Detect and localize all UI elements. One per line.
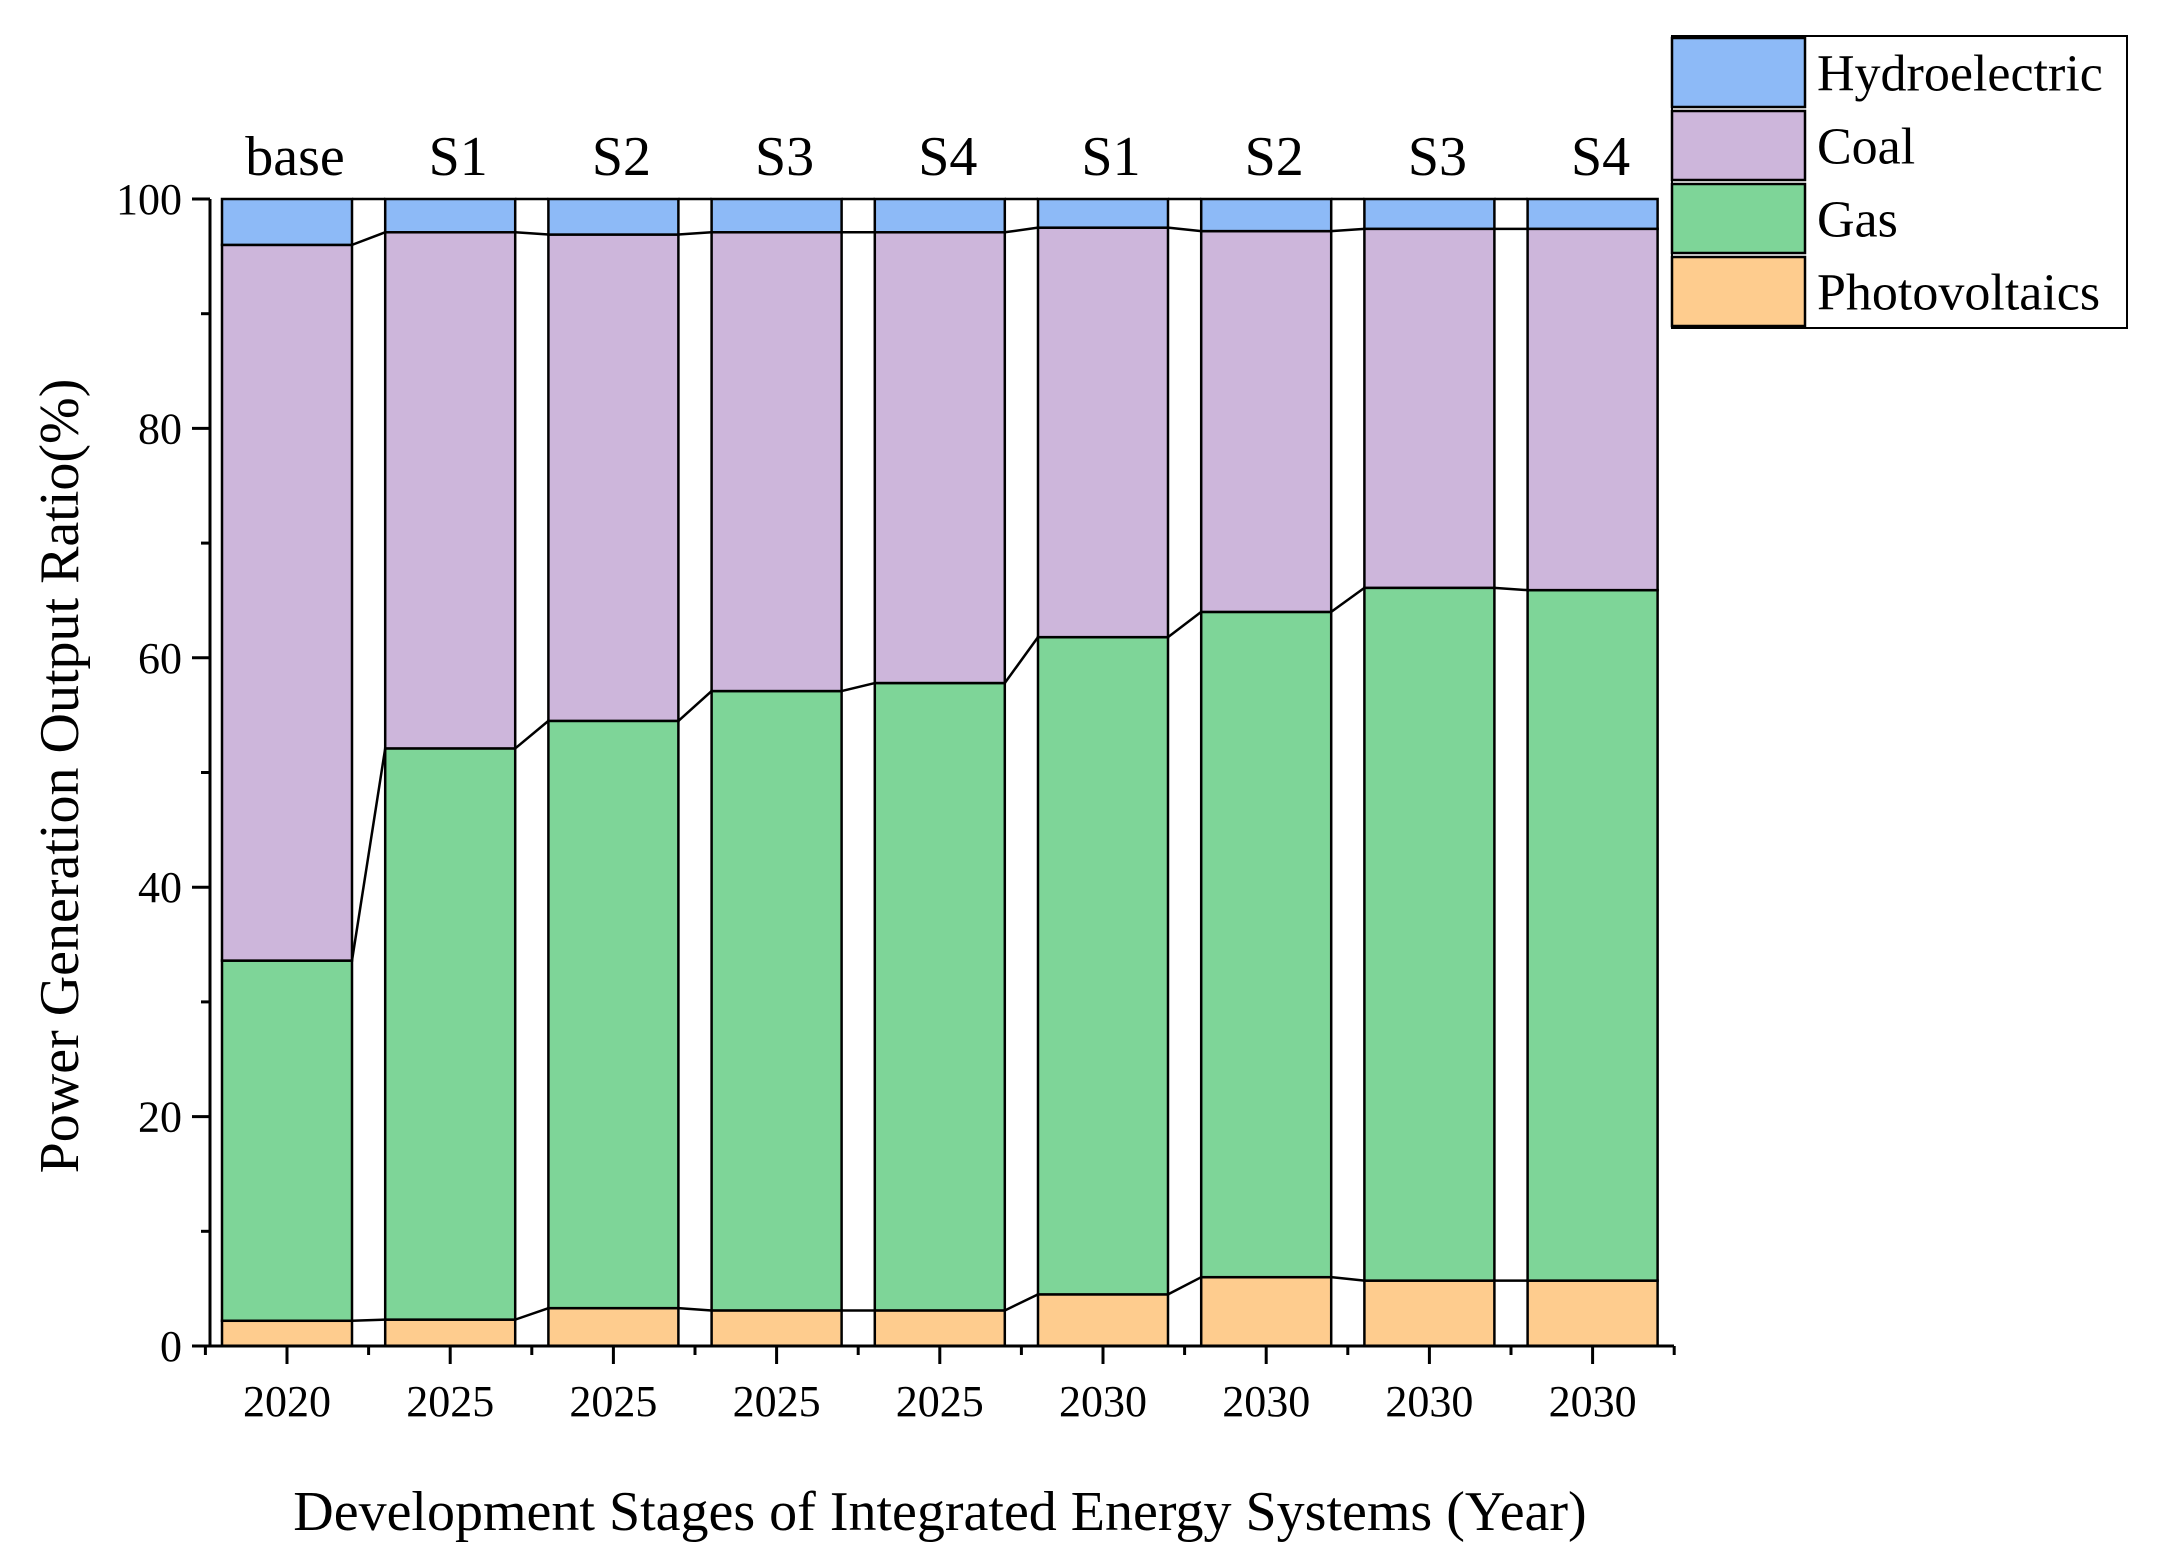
bar-segment-hydroelectric-7: [1199, 197, 1333, 233]
legend-label-gas: Gas: [1817, 192, 1898, 249]
bar-segment-photovoltaics-1: [220, 1319, 354, 1348]
scenario-label: S2: [1245, 126, 1304, 188]
bar-segment-hydroelectric-5: [873, 197, 1007, 234]
bar-segment-coal-7: [1199, 229, 1333, 614]
connector-coal-6: [1167, 226, 1202, 233]
x-tick-label: 2030: [1222, 1377, 1310, 1426]
bar-segment-photovoltaics-4: [710, 1309, 843, 1348]
connector-photovoltaics-1: [351, 1318, 386, 1323]
scenario-label: S3: [755, 126, 814, 188]
bar-segment-photovoltaics-6: [1036, 1293, 1170, 1348]
x-tick-label: 2030: [1059, 1377, 1147, 1426]
connector-gas-4: [841, 681, 876, 693]
y-tick-label: 0: [160, 1322, 182, 1371]
legend-swatch-photovoltaics: [1670, 255, 1807, 328]
bar-segment-hydroelectric-8: [1363, 197, 1496, 231]
scenario-label: S2: [592, 126, 651, 188]
connector-photovoltaics-3: [678, 1306, 712, 1312]
connector-gas-7: [1330, 586, 1366, 613]
legend-swatch-hydroelectric: [1670, 36, 1807, 109]
bar-segment-hydroelectric-6: [1036, 197, 1170, 229]
scenario-label: S1: [429, 126, 488, 188]
bar-segment-gas-1: [220, 959, 354, 1323]
legend-swatch-gas: [1670, 182, 1807, 255]
x-tick-label: 2025: [406, 1377, 494, 1426]
legend-label-coal: Coal: [1817, 119, 1915, 176]
bar-segment-photovoltaics-3: [547, 1306, 680, 1348]
connector-gas-1: [350, 748, 387, 961]
connector-coal-2: [515, 231, 549, 236]
scenario-label: base: [245, 126, 345, 188]
connector-coal-1: [351, 231, 386, 247]
bar-segment-gas-5: [873, 681, 1007, 1312]
x-tick-label: 2025: [733, 1377, 821, 1426]
legend-swatch-coal: [1670, 109, 1807, 182]
y-tick-label: 40: [138, 863, 182, 912]
scenario-label: S4: [1571, 126, 1630, 188]
bar-segment-coal-5: [873, 231, 1007, 685]
bar-segment-gas-6: [1036, 635, 1170, 1296]
y-tick-label: 100: [116, 175, 182, 224]
bar-segment-coal-4: [710, 231, 843, 693]
connector-gas-8: [1494, 586, 1528, 592]
bar-segment-gas-8: [1363, 586, 1496, 1282]
bar-segment-photovoltaics-5: [873, 1309, 1007, 1348]
bar-segment-photovoltaics-2: [383, 1318, 517, 1348]
bar-segment-hydroelectric-4: [710, 197, 843, 234]
bar-segment-gas-4: [710, 689, 843, 1312]
bar-segment-coal-6: [1036, 226, 1170, 639]
x-tick-label: 2025: [896, 1377, 984, 1426]
bar-segment-hydroelectric-9: [1526, 197, 1659, 231]
connector-photovoltaics-6: [1167, 1276, 1202, 1296]
bar-segment-gas-3: [547, 719, 680, 1310]
bar-segment-hydroelectric-3: [547, 197, 680, 236]
bar-segment-photovoltaics-8: [1363, 1279, 1496, 1348]
x-axis-title: Development Stages of Integrated Energy …: [293, 1481, 1586, 1543]
connector-coal-5: [1004, 226, 1039, 234]
bar-segment-gas-7: [1199, 610, 1333, 1279]
scenario-label: S3: [1408, 126, 1467, 188]
bar-segment-coal-9: [1526, 227, 1659, 592]
legend: Hydroelectric Coal Gas Photovoltaics: [1670, 35, 2128, 329]
legend-label-hydroelectric: Hydroelectric: [1817, 46, 2103, 103]
x-tick-label: 2025: [569, 1377, 657, 1426]
y-tick-labels: 0 20 40 60 80 100: [116, 175, 182, 1371]
connector-photovoltaics-5: [1004, 1293, 1039, 1312]
bar-segment-coal-1: [220, 243, 354, 962]
scenario-label: S1: [1081, 126, 1140, 188]
x-tick-label: 2020: [243, 1377, 331, 1426]
bar-segment-gas-2: [383, 747, 517, 1321]
bar-segment-coal-8: [1363, 227, 1496, 590]
connector-gas-5: [1003, 636, 1040, 684]
axes-layer: [192, 197, 1676, 1364]
connector-gas-6: [1167, 610, 1202, 639]
connector-gas-2: [514, 719, 550, 750]
bar-segment-coal-2: [383, 231, 517, 750]
bars-layer: [220, 197, 1659, 1348]
connector-coal-7: [1331, 227, 1365, 233]
connector-coal-3: [678, 231, 712, 236]
legend-label-photovoltaics: Photovoltaics: [1817, 265, 2100, 322]
connector-gas-3: [677, 690, 713, 722]
bar-segment-gas-9: [1526, 588, 1659, 1282]
connector-photovoltaics-7: [1331, 1275, 1365, 1282]
x-tick-label: 2030: [1549, 1377, 1637, 1426]
bar-segment-hydroelectric-2: [383, 197, 517, 234]
bar-segment-photovoltaics-9: [1526, 1279, 1659, 1348]
x-tick-label: 2030: [1385, 1377, 1473, 1426]
connector-photovoltaics-2: [514, 1306, 549, 1321]
y-axis-title: Power Generation Output Ratio(%): [29, 379, 91, 1174]
y-tick-label: 80: [138, 404, 182, 453]
connectors-layer: [350, 197, 1528, 1323]
bar-segment-photovoltaics-7: [1199, 1275, 1333, 1348]
bar-segment-coal-3: [547, 233, 680, 723]
y-tick-label: 20: [138, 1093, 182, 1142]
y-tick-label: 60: [138, 634, 182, 683]
bar-segment-hydroelectric-1: [220, 197, 354, 247]
x-tick-labels: 2020 2025 2025 2025 2025 2030 2030 2030 2030: [243, 1377, 1637, 1426]
scenario-labels: base S1 S2 S3 S4 S1 S2 S3 S4: [245, 126, 1630, 188]
scenario-label: S4: [918, 126, 977, 188]
